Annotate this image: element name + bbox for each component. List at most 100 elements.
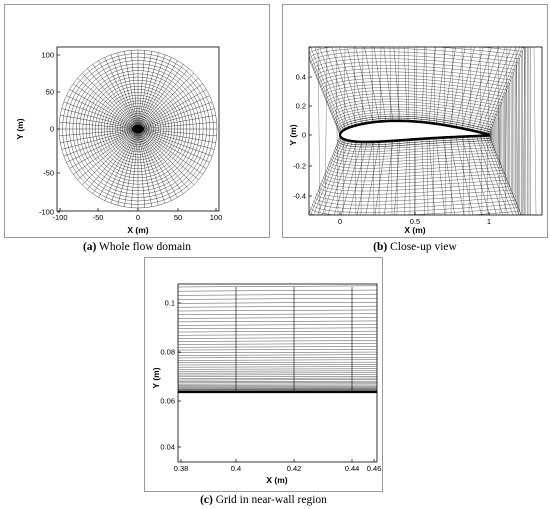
transverse-line <box>435 137 446 215</box>
transverse-line <box>331 47 358 126</box>
outer-grid-line <box>335 47 339 215</box>
radial-spoke <box>137 128 210 163</box>
radial-spoke <box>60 128 139 143</box>
transverse-line <box>404 139 408 215</box>
outer-grid-line <box>504 47 508 215</box>
transverse-line <box>313 138 344 215</box>
radial-spoke <box>137 68 189 130</box>
boundary-layer-line <box>177 354 378 356</box>
y-tick-label: 0 <box>50 125 54 134</box>
panel-a-caption-letter: (a) <box>82 241 97 253</box>
transverse-line <box>317 139 346 215</box>
transverse-line <box>355 47 374 123</box>
radial-spoke <box>77 128 139 180</box>
radial-spoke <box>137 128 166 204</box>
radial-spoke <box>137 95 210 130</box>
radial-spoke <box>137 64 184 130</box>
transverse-line <box>461 136 482 215</box>
radial-spoke <box>137 50 146 130</box>
transverse-line <box>480 47 512 133</box>
radial-spoke <box>98 60 139 130</box>
boundary-layer-line <box>177 346 378 348</box>
outer-grid-line <box>497 47 501 215</box>
panel-b-ylabel: Y (m) <box>288 124 298 145</box>
y-tick-label: 100 <box>41 51 54 60</box>
x-tick-label: -50 <box>93 213 104 222</box>
x-tick-label: 0 <box>338 217 342 226</box>
panel-b-axes-box <box>308 46 543 216</box>
transverse-line <box>455 47 475 128</box>
radial-spoke <box>59 128 139 137</box>
panel-c-axes-box <box>177 283 378 463</box>
transverse-line <box>487 47 523 135</box>
panel-b-caption: (b) Close-up view <box>282 241 548 253</box>
boundary-layer-line <box>177 340 378 342</box>
radial-spoke <box>137 128 203 175</box>
transverse-line <box>356 141 374 215</box>
y-tick-label: -50 <box>43 169 54 178</box>
transverse-line <box>455 136 474 215</box>
y-tick-label: 50 <box>46 88 54 97</box>
panel-c-plot: 0.38 0.4 0.42 0.44 0.46 0.1 0.08 0.06 0.04 X (m)… <box>151 283 381 485</box>
x-tick-label: 100 <box>210 213 223 222</box>
boundary-layer-line <box>177 351 378 353</box>
boundary-layer-line <box>177 298 378 300</box>
panel-b-plot: 0 0.5 1 0.4 0.2 0 -0.2 -0.4 X (m) Y (m) <box>288 46 543 235</box>
panel-b-caption-text: Close-up view <box>387 241 457 253</box>
radial-spoke <box>92 64 139 130</box>
panel-a-caption: (a) Whole flow domain <box>4 241 270 253</box>
transverse-line <box>383 47 394 122</box>
transverse-line <box>428 47 436 124</box>
outer-grid-line <box>533 47 537 215</box>
x-tick-label: 0 <box>136 213 140 222</box>
radial-spoke <box>69 128 139 169</box>
transverse-line <box>428 138 436 215</box>
transverse-line <box>488 135 522 215</box>
x-tick-label: -100 <box>52 213 67 222</box>
radial-spoke <box>63 101 139 130</box>
transverse-line <box>365 141 380 215</box>
radial-spoke <box>124 51 139 130</box>
transverse-line <box>442 47 456 126</box>
near-wall-mesh-grid <box>177 285 378 394</box>
transverse-line <box>384 140 394 215</box>
transverse-line <box>309 58 341 136</box>
transverse-line <box>309 50 342 133</box>
boundary-layer-line <box>177 320 378 323</box>
radial-spoke <box>73 128 139 175</box>
circular-mesh-grid <box>58 49 218 209</box>
radial-spoke <box>87 68 139 130</box>
boundary-layer-line <box>177 327 378 329</box>
radial-spoke <box>137 128 217 137</box>
boundary-layer-line <box>177 294 378 296</box>
radial-spoke <box>104 128 139 201</box>
transverse-line <box>341 141 362 215</box>
transverse-line <box>485 135 517 215</box>
boundary-layer-line <box>177 313 378 315</box>
boundary-layer-line <box>177 302 378 304</box>
radial-spoke <box>137 89 207 130</box>
panel-c-ylabel: Y (m) <box>151 367 161 388</box>
radial-spoke <box>104 57 139 130</box>
boundary-layer-line <box>177 361 378 363</box>
radial-spoke <box>130 50 139 130</box>
transverse-line <box>421 138 425 215</box>
outer-grid-line <box>317 47 321 215</box>
transverse-line <box>373 47 387 122</box>
transverse-line <box>346 47 368 124</box>
radial-spoke <box>137 128 216 143</box>
radial-spoke <box>137 128 152 207</box>
radial-spoke <box>137 52 159 130</box>
transverse-line <box>487 135 520 215</box>
y-tick-label: 0.04 <box>160 443 175 452</box>
transverse-line <box>403 47 408 122</box>
panel-a-xlabel: X (m) <box>127 225 148 235</box>
radial-spoke <box>92 128 139 194</box>
x-tick-label: 0.4 <box>231 464 241 473</box>
transverse-line <box>461 47 484 129</box>
transverse-line <box>488 47 525 135</box>
boundary-layer-line <box>177 330 378 333</box>
radial-spoke <box>82 128 139 185</box>
airfoil-shape <box>338 119 491 143</box>
transverse-line <box>374 141 387 215</box>
